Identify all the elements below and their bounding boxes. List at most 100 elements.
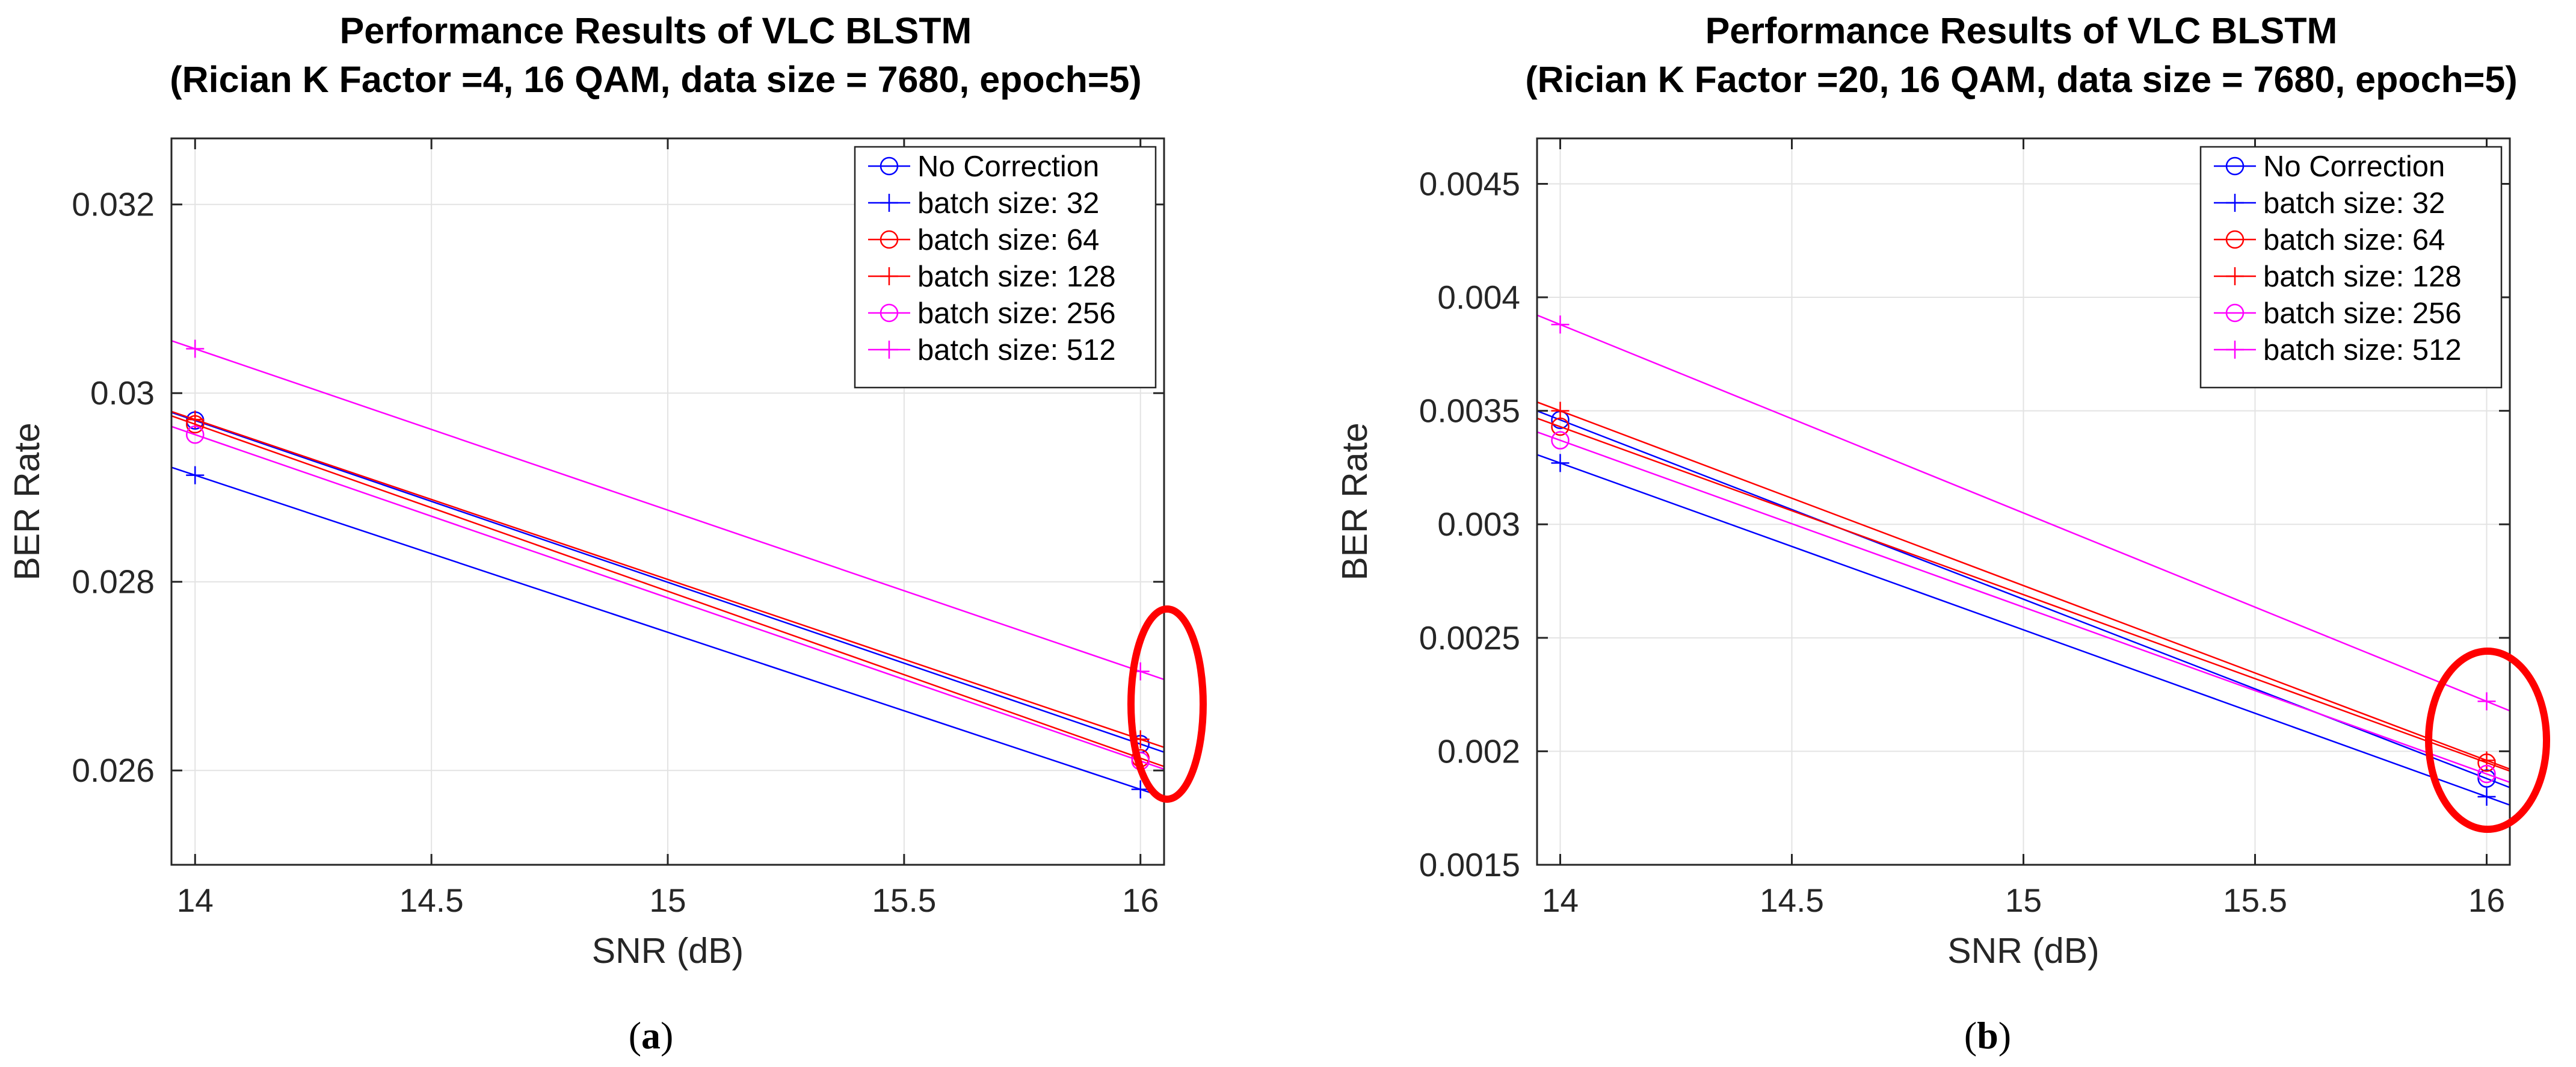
x-tick-label: 14 xyxy=(177,882,214,919)
series-no-correction-point xyxy=(2477,769,2496,788)
data-layer xyxy=(1537,314,2510,806)
legend-item-batch-size-64: batch size: 64 xyxy=(868,224,1099,256)
x-tick-label: 15 xyxy=(2005,882,2042,919)
y-tick-label: 0.026 xyxy=(72,752,155,789)
legend-label: No Correction xyxy=(2263,150,2445,183)
highlight-ellipse xyxy=(1127,605,1207,803)
legend: No Correction batch size: 32 batch size: 6… xyxy=(854,146,1157,389)
series-batch-size-256-line xyxy=(171,425,1164,770)
series-batch-size-32-point xyxy=(1131,780,1150,799)
chart-subtitle: (Rician K Factor =20, 16 QAM, data size … xyxy=(1525,59,2517,100)
legend-item-batch-size-256: batch size: 256 xyxy=(2214,297,2462,330)
series-batch-size-128-line xyxy=(171,410,1164,748)
legend-label: batch size: 256 xyxy=(2263,297,2462,330)
series-batch-size-256-point xyxy=(1551,431,1570,450)
x-axis-label: SNR (dB) xyxy=(1947,931,2099,971)
legend-marker xyxy=(2225,156,2245,176)
y-tick-label: 0.03 xyxy=(90,374,155,412)
legend-item-batch-size-512: batch size: 512 xyxy=(868,334,1116,366)
legend-item-batch-size-32: batch size: 32 xyxy=(868,187,1099,220)
legend-label: batch size: 128 xyxy=(2263,261,2462,293)
caption-letter: a xyxy=(641,1014,661,1057)
x-tick-label: 15 xyxy=(649,882,686,919)
series-batch-size-32-line xyxy=(171,466,1164,798)
legend-label: batch size: 32 xyxy=(2263,187,2445,220)
series-batch-size-128-line xyxy=(1537,401,2510,770)
y-tick-label: 0.004 xyxy=(1437,279,1520,316)
series-batch-size-512-point xyxy=(1551,315,1570,334)
x-tick-label: 16 xyxy=(2468,882,2505,919)
legend-label: batch size: 32 xyxy=(917,187,1099,220)
legend-label: batch size: 128 xyxy=(917,261,1116,293)
legend-label: batch size: 512 xyxy=(917,334,1116,366)
y-tick-label: 0.028 xyxy=(72,563,155,601)
series-batch-size-256-point xyxy=(186,425,205,444)
x-tick-label: 14 xyxy=(1542,882,1579,919)
caption-letter: b xyxy=(1977,1014,1998,1057)
legend-marker xyxy=(880,267,898,285)
series-batch-size-512-line xyxy=(1537,314,2510,712)
series-batch-size-32-point xyxy=(1551,454,1570,472)
legend-marker xyxy=(880,230,899,249)
x-tick-label: 16 xyxy=(1122,882,1159,919)
series-batch-size-32-line xyxy=(1537,454,2510,806)
legend-item-batch-size-512: batch size: 512 xyxy=(2214,334,2462,366)
series-batch-size-256-line xyxy=(1537,431,2510,784)
legend-marker xyxy=(880,156,899,176)
y-tick-label: 0.0035 xyxy=(1419,392,1520,430)
x-tick-label: 15.5 xyxy=(2223,882,2287,919)
legend-marker xyxy=(2225,230,2245,249)
series-batch-size-512-point xyxy=(186,339,205,358)
y-tick-label: 0.0015 xyxy=(1419,846,1520,883)
legend-label: batch size: 64 xyxy=(917,224,1099,256)
series-batch-size-128-point xyxy=(2477,751,2496,770)
legend-item-batch-size-128: batch size: 128 xyxy=(868,261,1116,293)
series-batch-size-32-point xyxy=(2477,787,2496,806)
x-tick-label: 14.5 xyxy=(1760,882,1824,919)
series-batch-size-512-point xyxy=(2477,692,2496,711)
legend-item-batch-size-32: batch size: 32 xyxy=(2214,187,2445,220)
chart-panel-a: 14 14.5 15 15.5 16 0.026 0.028 0.03 0.032 SNR (dB… xyxy=(7,10,1207,1057)
legend-item-no-correction: No Correction xyxy=(2214,150,2445,183)
x-tick-label: 14.5 xyxy=(399,882,464,919)
series-batch-size-128-point xyxy=(1551,401,1570,420)
legend-marker xyxy=(880,341,898,359)
x-axis-label: SNR (dB) xyxy=(592,931,744,971)
chart-subtitle: (Rician K Factor =4, 16 QAM, data size =… xyxy=(170,59,1141,100)
legend-marker xyxy=(880,303,899,323)
y-tick-label: 0.002 xyxy=(1437,732,1520,770)
y-axis-label: BER Rate xyxy=(7,422,47,580)
legend-label: batch size: 64 xyxy=(2263,224,2445,256)
legend-marker xyxy=(880,194,898,212)
legend-marker xyxy=(2226,267,2244,285)
legend-item-batch-size-64: batch size: 64 xyxy=(2214,224,2445,256)
y-tick-label: 0.032 xyxy=(72,186,155,223)
legend-marker xyxy=(2225,303,2245,323)
legend-label: No Correction xyxy=(917,150,1099,183)
chart-title: Performance Results of VLC BLSTM xyxy=(1706,10,2338,51)
legend-marker xyxy=(2226,194,2244,212)
legend-box xyxy=(2199,146,2503,389)
series-batch-size-64-line xyxy=(171,415,1164,767)
chart-panel-b: 14 14.5 15 15.5 16 0.0015 0.002 0.0025 0.003 0.00… xyxy=(1335,10,2550,1057)
legend: No Correction batch size: 32 batch size: 6… xyxy=(2199,146,2503,389)
data-layer xyxy=(171,339,1164,799)
legend-box xyxy=(854,146,1157,389)
series-batch-size-32-point xyxy=(186,466,205,484)
legend-item-no-correction: No Correction xyxy=(868,150,1099,183)
y-axis-label: BER Rate xyxy=(1335,422,1375,580)
highlight-ellipse xyxy=(2425,648,2550,833)
y-tick-label: 0.0045 xyxy=(1419,165,1520,202)
legend-label: batch size: 512 xyxy=(2263,334,2462,366)
figure-caption: (b) xyxy=(1964,1014,2011,1057)
series-batch-size-256-point xyxy=(2477,764,2496,784)
legend-item-batch-size-128: batch size: 128 xyxy=(2214,261,2462,293)
y-tick-label: 0.003 xyxy=(1437,506,1520,543)
y-tick-label: 0.0025 xyxy=(1419,619,1520,657)
x-tick-label: 15.5 xyxy=(872,882,936,919)
series-batch-size-512-line xyxy=(171,339,1164,681)
series-batch-size-64-line xyxy=(1537,417,2510,772)
legend-marker xyxy=(2226,341,2244,359)
figure-caption: (a) xyxy=(629,1014,674,1057)
